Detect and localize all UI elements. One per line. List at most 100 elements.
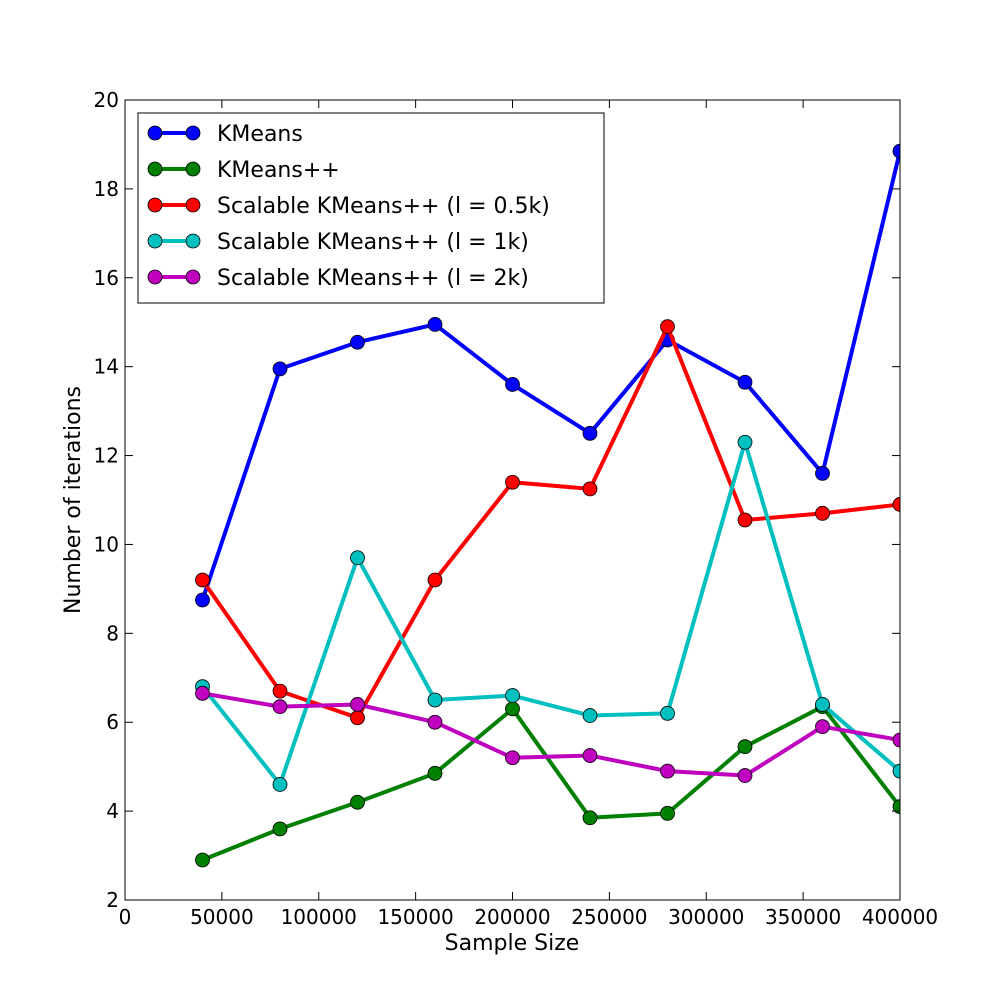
- x-tick-label: 300000: [668, 905, 744, 929]
- data-point: [737, 434, 753, 450]
- legend-label: Scalable KMeans++ (l = 0.5k): [217, 194, 550, 219]
- data-point: [892, 732, 900, 748]
- y-tick-label: 14: [94, 355, 119, 379]
- legend-item: Scalable KMeans++ (l = 1k): [147, 230, 529, 255]
- y-axis-label: Number of iterations: [61, 386, 86, 614]
- series-3: [195, 319, 900, 726]
- legend-marker: [185, 197, 201, 213]
- legend-marker: [185, 269, 201, 285]
- series-layer: [195, 143, 900, 868]
- data-point: [892, 143, 900, 159]
- data-point: [505, 701, 520, 717]
- data-point: [505, 377, 520, 392]
- legend-label: KMeans: [217, 122, 303, 147]
- y-tick-label: 4: [106, 799, 119, 823]
- y-tick-label: 20: [94, 88, 119, 112]
- x-tick-label: 50000: [190, 905, 254, 929]
- x-tick-label: 200000: [474, 905, 550, 929]
- y-tick-label: 16: [94, 266, 119, 290]
- data-point: [427, 714, 443, 730]
- data-point: [427, 317, 443, 332]
- legend-marker: [185, 233, 201, 249]
- data-point: [427, 692, 443, 708]
- data-point: [815, 465, 830, 481]
- data-point: [892, 799, 900, 815]
- x-tick-label: 400000: [862, 905, 938, 929]
- data-point: [505, 474, 520, 490]
- data-point: [505, 750, 520, 766]
- data-point: [660, 763, 675, 779]
- series-line: [200, 324, 900, 720]
- legend-marker: [185, 125, 201, 141]
- legend-label: Scalable KMeans++ (l = 1k): [217, 230, 529, 255]
- legend-item: Scalable KMeans++ (l = 2k): [147, 266, 529, 291]
- data-point: [815, 505, 830, 521]
- legend-marker: [147, 161, 163, 177]
- x-tick-label: 250000: [571, 905, 647, 929]
- data-point: [427, 765, 443, 781]
- data-point: [272, 699, 288, 715]
- data-point: [660, 805, 675, 821]
- data-point: [195, 572, 210, 588]
- data-point: [815, 697, 830, 712]
- data-point: [195, 852, 210, 868]
- legend-marker: [147, 269, 163, 285]
- data-point: [272, 361, 288, 377]
- legend-marker: [147, 125, 163, 141]
- data-point: [272, 821, 288, 837]
- series-line: [201, 704, 900, 862]
- y-tick-label: 12: [94, 444, 119, 468]
- legend-label: Scalable KMeans++ (l = 2k): [217, 266, 529, 291]
- series-line: [200, 150, 900, 601]
- x-axis: 0 50000 100000 150000 200000 250000 300000 3500…: [119, 100, 938, 929]
- x-tick-label: 0: [119, 905, 132, 929]
- x-tick-label: 350000: [765, 905, 841, 929]
- series-line: [202, 691, 900, 778]
- y-tick-label: 10: [94, 532, 119, 556]
- data-point: [272, 683, 288, 699]
- legend: KMeans KMeans++ Scalable KMeans++ (l = 0.5…: [137, 112, 605, 304]
- data-point: [892, 497, 900, 512]
- data-point: [350, 334, 365, 350]
- data-point: [350, 550, 365, 566]
- data-point: [582, 810, 598, 826]
- data-point: [350, 710, 365, 726]
- legend-marker: [185, 161, 201, 177]
- x-tick-label: 150000: [377, 905, 453, 929]
- data-point: [737, 768, 753, 783]
- data-point: [350, 794, 365, 810]
- y-tick-label: 6: [106, 710, 119, 734]
- data-point: [660, 705, 675, 721]
- y-tick-label: 18: [94, 177, 119, 201]
- series-1: [195, 143, 900, 608]
- data-point: [195, 592, 210, 608]
- data-point: [427, 572, 443, 588]
- data-point: [350, 697, 365, 712]
- x-tick-label: 100000: [281, 905, 357, 929]
- data-point: [195, 685, 210, 701]
- legend-item: KMeans++: [147, 158, 340, 183]
- data-point: [737, 512, 753, 528]
- data-point: [660, 319, 675, 335]
- y-tick-label: 8: [106, 621, 119, 645]
- legend-marker: [147, 197, 163, 213]
- y-axis: 2 4 6 8 10 12 14 16 18 20: [94, 88, 900, 912]
- series-5: [195, 685, 900, 783]
- legend-marker: [147, 233, 163, 249]
- series-line: [200, 440, 900, 787]
- data-point: [505, 688, 520, 703]
- x-axis-label: Sample Size: [445, 931, 580, 956]
- data-point: [582, 708, 598, 723]
- data-point: [582, 481, 598, 497]
- legend-item: Scalable KMeans++ (l = 0.5k): [147, 194, 550, 219]
- series-4: [195, 434, 900, 792]
- data-point: [272, 777, 288, 792]
- legend-frame: [137, 112, 605, 304]
- y-tick-label: 2: [106, 888, 119, 912]
- legend-label: KMeans++: [217, 158, 340, 183]
- data-point: [815, 719, 830, 735]
- data-point: [892, 763, 900, 779]
- data-point: [582, 425, 598, 441]
- data-point: [737, 739, 753, 755]
